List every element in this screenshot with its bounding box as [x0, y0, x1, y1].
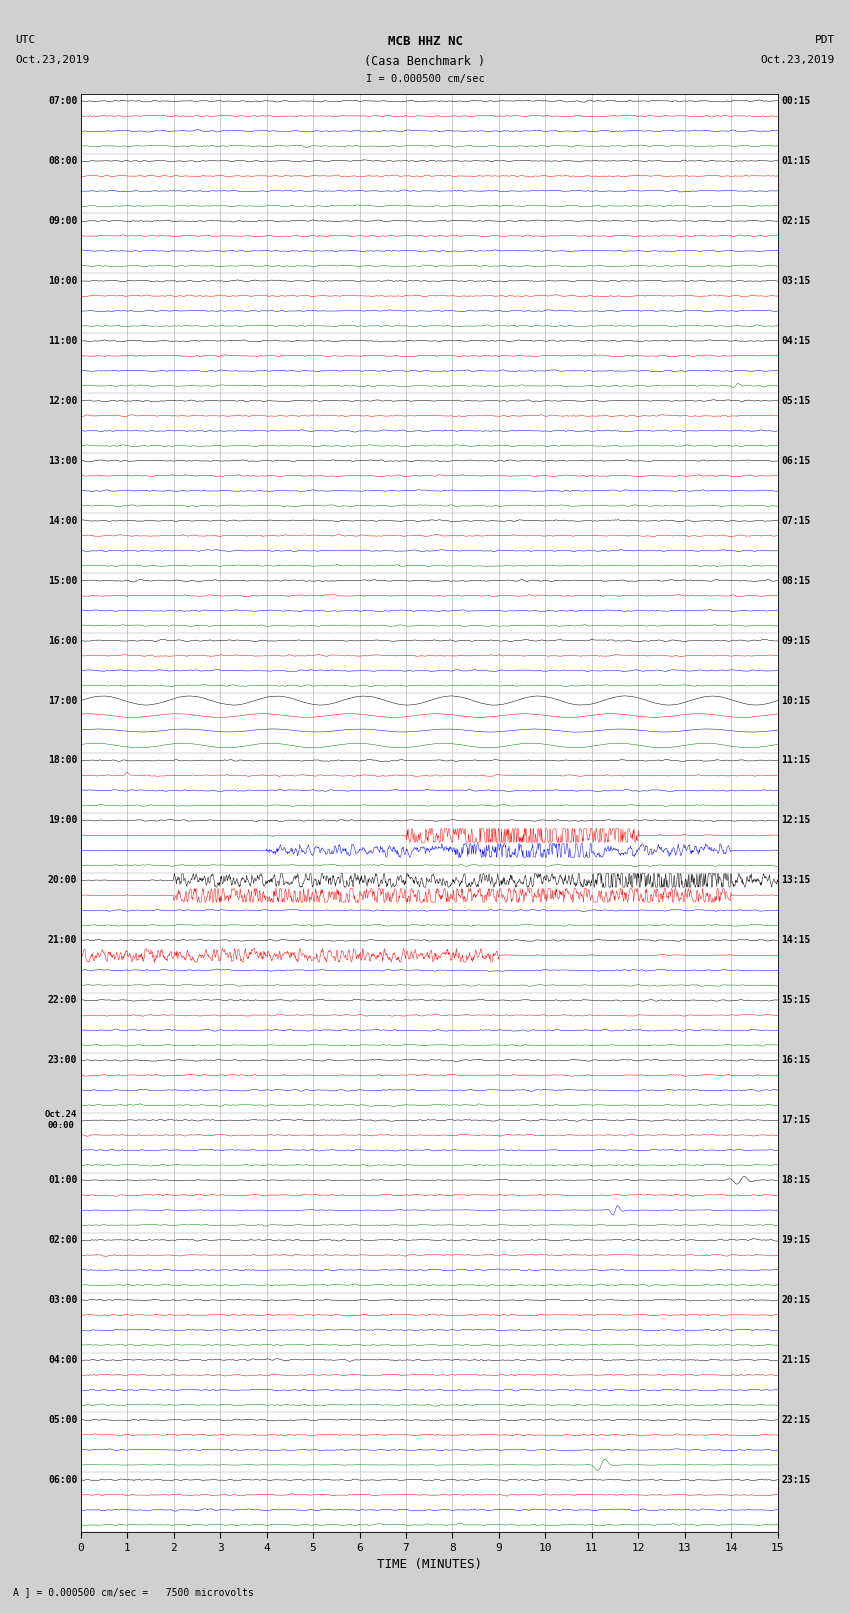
Text: 04:15: 04:15 — [781, 336, 811, 345]
Text: 02:15: 02:15 — [781, 216, 811, 226]
Text: 17:00: 17:00 — [48, 695, 77, 705]
Text: 09:00: 09:00 — [48, 216, 77, 226]
Text: Oct.23,2019: Oct.23,2019 — [761, 55, 835, 65]
Text: 15:15: 15:15 — [781, 995, 811, 1005]
Text: 16:00: 16:00 — [48, 636, 77, 645]
Text: 13:15: 13:15 — [781, 876, 811, 886]
Text: 14:00: 14:00 — [48, 516, 77, 526]
Text: 18:00: 18:00 — [48, 755, 77, 766]
Text: 05:15: 05:15 — [781, 395, 811, 406]
Text: UTC: UTC — [15, 35, 36, 45]
Text: 09:15: 09:15 — [781, 636, 811, 645]
Text: 20:15: 20:15 — [781, 1295, 811, 1305]
Text: Oct.23,2019: Oct.23,2019 — [15, 55, 89, 65]
Text: 19:00: 19:00 — [48, 816, 77, 826]
Text: 05:00: 05:00 — [48, 1415, 77, 1424]
Text: 12:15: 12:15 — [781, 816, 811, 826]
Text: PDT: PDT — [814, 35, 835, 45]
Text: 06:15: 06:15 — [781, 456, 811, 466]
Text: A ] = 0.000500 cm/sec =   7500 microvolts: A ] = 0.000500 cm/sec = 7500 microvolts — [13, 1587, 253, 1597]
Text: 23:00: 23:00 — [48, 1055, 77, 1065]
Text: 04:00: 04:00 — [48, 1355, 77, 1365]
Text: 13:00: 13:00 — [48, 456, 77, 466]
Text: MCB HHZ NC: MCB HHZ NC — [388, 35, 462, 48]
Text: 23:15: 23:15 — [781, 1474, 811, 1486]
Text: Oct.24
00:00: Oct.24 00:00 — [45, 1110, 77, 1129]
Text: 06:00: 06:00 — [48, 1474, 77, 1486]
Text: 03:00: 03:00 — [48, 1295, 77, 1305]
Text: 07:15: 07:15 — [781, 516, 811, 526]
Text: 11:15: 11:15 — [781, 755, 811, 766]
Text: 22:15: 22:15 — [781, 1415, 811, 1424]
Text: 00:15: 00:15 — [781, 97, 811, 106]
Text: 21:00: 21:00 — [48, 936, 77, 945]
Text: 12:00: 12:00 — [48, 395, 77, 406]
Text: 01:15: 01:15 — [781, 156, 811, 166]
Text: 11:00: 11:00 — [48, 336, 77, 345]
Text: 03:15: 03:15 — [781, 276, 811, 286]
Text: 02:00: 02:00 — [48, 1236, 77, 1245]
Text: 16:15: 16:15 — [781, 1055, 811, 1065]
Text: 07:00: 07:00 — [48, 97, 77, 106]
Text: 22:00: 22:00 — [48, 995, 77, 1005]
Text: 08:00: 08:00 — [48, 156, 77, 166]
Text: 10:00: 10:00 — [48, 276, 77, 286]
Text: 15:00: 15:00 — [48, 576, 77, 586]
X-axis label: TIME (MINUTES): TIME (MINUTES) — [377, 1558, 482, 1571]
Text: 21:15: 21:15 — [781, 1355, 811, 1365]
Text: 18:15: 18:15 — [781, 1176, 811, 1186]
Text: 14:15: 14:15 — [781, 936, 811, 945]
Text: 08:15: 08:15 — [781, 576, 811, 586]
Text: I = 0.000500 cm/sec: I = 0.000500 cm/sec — [366, 74, 484, 84]
Text: 10:15: 10:15 — [781, 695, 811, 705]
Text: (Casa Benchmark ): (Casa Benchmark ) — [365, 55, 485, 68]
Text: 17:15: 17:15 — [781, 1115, 811, 1126]
Text: 01:00: 01:00 — [48, 1176, 77, 1186]
Text: 20:00: 20:00 — [48, 876, 77, 886]
Text: 19:15: 19:15 — [781, 1236, 811, 1245]
